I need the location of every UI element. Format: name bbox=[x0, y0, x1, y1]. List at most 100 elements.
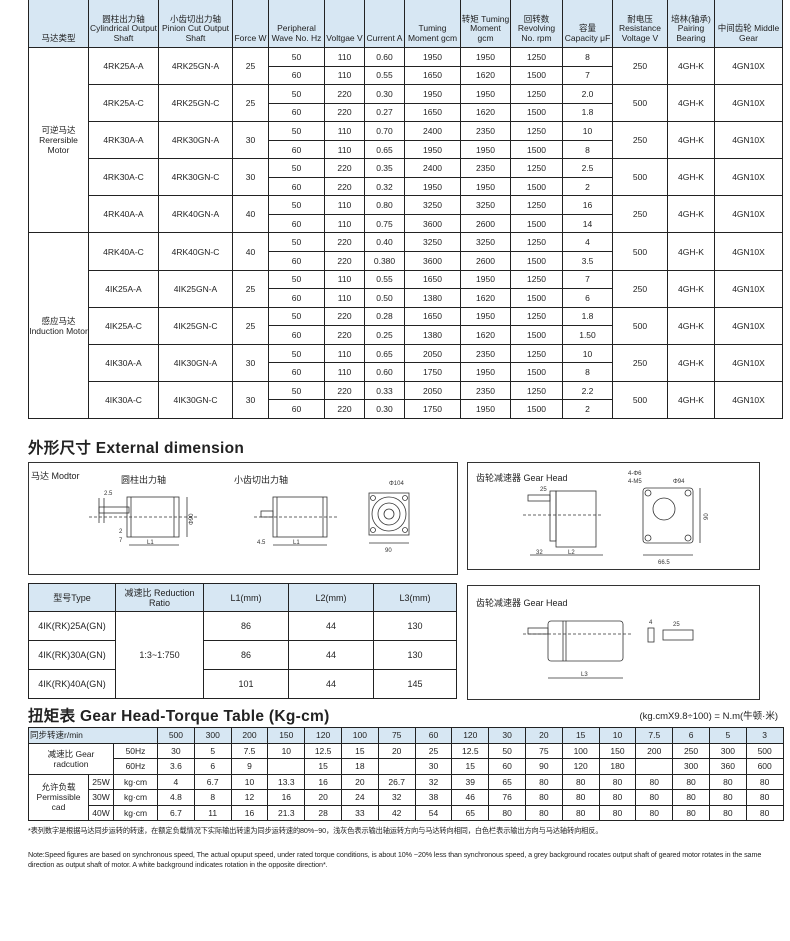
load-row: 30W kg·cm 4.8 8 12 16 20 24 32 38 46 76 80 80 80 80 80 80… bbox=[29, 789, 784, 806]
capacity-cell: 2 bbox=[562, 176, 613, 197]
gearhead-drawing: 32 L2 25 90 66.5 4-Φ6 4-M5 Φ94 bbox=[523, 471, 710, 566]
height-dimension-label: 90 bbox=[704, 513, 710, 520]
rpm-cell: 1250 bbox=[510, 121, 563, 141]
voltage-cell: 110 bbox=[324, 213, 365, 234]
torque-cell: 32 bbox=[377, 789, 416, 806]
current-cell: 0.33 bbox=[364, 380, 405, 401]
col-l3: L3(mm) bbox=[373, 583, 457, 612]
l1-cell: 86 bbox=[203, 640, 289, 670]
column-header: 培林(轴承) Pairing Bearing bbox=[667, 0, 715, 48]
voltage-cell: 220 bbox=[324, 158, 365, 178]
torque-cell: 80 bbox=[708, 804, 747, 821]
voltage-cell: 110 bbox=[324, 288, 365, 308]
ratio-cell: 250 bbox=[672, 742, 710, 759]
gearhead-drawing-box-2: 齿轮减速器 Gear Head L3 4 25 bbox=[467, 585, 760, 700]
torque-cell: 76 bbox=[488, 789, 526, 806]
pinion-model-cell: 4IK30GN-C bbox=[158, 380, 233, 419]
middle-gear-cell: 4GN10X bbox=[714, 84, 783, 123]
load-row: 允许负载 Permissible cad 25W kg·cm 4 6.7 10 13.3 16… bbox=[28, 773, 784, 821]
bearing-cell: 4GH-K bbox=[667, 158, 715, 197]
unit-conversion-note: (kg.cmX9.8÷100) = N.m(牛顿·米) bbox=[639, 711, 778, 722]
rpm-cell: 1250 bbox=[510, 232, 563, 253]
external-dimension-title: 外形尺寸 External dimension bbox=[28, 440, 245, 457]
cylindrical-shaft-label: 圆柱出力轴 bbox=[121, 475, 167, 485]
speed-label: 同步转速r/min bbox=[27, 727, 159, 744]
rpm-cell: 1250 bbox=[510, 343, 563, 364]
torque-cell: 39 bbox=[451, 773, 490, 790]
speed-cell: 60 bbox=[414, 727, 453, 744]
middle-gear-cell: 4GN10X bbox=[714, 306, 783, 345]
bearing-cell: 4GH-K bbox=[667, 46, 715, 86]
ratio-cell: 7.5 bbox=[230, 742, 269, 759]
column-header: 耐电压 Resistance Voltage V bbox=[612, 0, 668, 48]
l1-cell: 86 bbox=[203, 611, 289, 641]
torque-cell: 80 bbox=[635, 804, 674, 821]
gearhead-box-label: 齿轮减速器 Gear Head bbox=[476, 598, 568, 608]
current-cell: 0.380 bbox=[364, 251, 405, 271]
voltage-cell: 220 bbox=[324, 176, 365, 197]
torque-cell: 11 bbox=[193, 804, 232, 821]
capacity-cell: 8 bbox=[562, 362, 613, 382]
dimension-table: 型号Type 减速比 Reduction Ratio L1(mm) L2(mm)… bbox=[28, 583, 457, 699]
resistance-voltage-cell: 500 bbox=[612, 306, 668, 345]
voltage-cell: 220 bbox=[324, 380, 365, 401]
power-cell: 30 bbox=[232, 343, 269, 382]
power-cell: 25 bbox=[232, 46, 269, 86]
column-header: 回转数 Revolving No. rpm bbox=[510, 0, 563, 48]
reduction-label: 减速比 Gear radcution bbox=[28, 742, 114, 775]
l1-cell: 101 bbox=[203, 669, 289, 699]
moment-cell: 1650 bbox=[404, 306, 461, 327]
wattage-cell: 40W bbox=[88, 804, 114, 821]
moment-cell: 1650 bbox=[404, 65, 461, 86]
ratio-cell: 12.5 bbox=[451, 742, 490, 759]
shaft-dimension-label: 4.5 bbox=[257, 540, 266, 546]
l2-cell: 44 bbox=[288, 640, 374, 670]
ratio-cell: 300 bbox=[672, 758, 710, 775]
l2-dimension-label: L2 bbox=[568, 550, 575, 556]
moment-cell: 1380 bbox=[404, 288, 461, 308]
dimension-label-7: 7 bbox=[119, 538, 123, 544]
capacity-cell: 8 bbox=[562, 139, 613, 160]
bearing-cell: 4GH-K bbox=[667, 84, 715, 123]
speed-cell: 75 bbox=[377, 727, 416, 744]
capacity-cell: 3.5 bbox=[562, 251, 613, 271]
capacity-cell: 2 bbox=[562, 399, 613, 419]
motor-box-label: 马达 Modtor bbox=[31, 471, 80, 481]
torque-cell: 80 bbox=[672, 789, 710, 806]
moment-cell: 3250 bbox=[404, 232, 461, 253]
dimension-label: 66.5 bbox=[658, 560, 670, 566]
speed-row: 同步转速r/min 500 300 200 150 120 100 75 60 120 30 20 15… bbox=[27, 727, 784, 744]
torque-cell: 1950 bbox=[460, 47, 511, 67]
ratio-cell: 20 bbox=[377, 742, 416, 759]
capacity-cell: 10 bbox=[562, 343, 613, 364]
pinion-model-cell: 4RK30GN-C bbox=[158, 158, 233, 197]
column-header: 圆柱出力轴 Cylindrical Output Shaft bbox=[88, 0, 159, 48]
wattage-cell: 25W bbox=[88, 773, 114, 790]
moment-cell: 1650 bbox=[404, 269, 461, 290]
current-cell: 0.80 bbox=[364, 195, 405, 215]
middle-gear-cell: 4GN10X bbox=[714, 380, 783, 419]
table-row: 4IK30A-A 4IK30GN-A 30 50 110 0.65 2050 2350 1250… bbox=[29, 343, 783, 382]
resistance-voltage-cell: 250 bbox=[612, 269, 668, 308]
torque-cell: 4 bbox=[157, 773, 195, 790]
speed-cell: 120 bbox=[451, 727, 490, 744]
table-row: 4IK25A-C 4IK25GN-C 25 50 220 0.28 1650 1950 1250… bbox=[29, 306, 783, 345]
capacity-cell: 1.8 bbox=[562, 306, 613, 327]
torque-cell: 1620 bbox=[460, 102, 511, 123]
torque-cell: 8 bbox=[193, 789, 232, 806]
torque-cell: 3250 bbox=[460, 232, 511, 253]
torque-cell: 20 bbox=[341, 773, 379, 790]
torque-cell: 26.7 bbox=[377, 773, 416, 790]
moment-cell: 3600 bbox=[404, 251, 461, 271]
pinion-shaft-label: 小齿切出力轴 bbox=[234, 475, 289, 485]
pinion-model-cell: 4IK30GN-A bbox=[158, 343, 233, 382]
ratio-cell: 6 bbox=[193, 758, 232, 775]
power-cell: 25 bbox=[232, 269, 269, 308]
torque-cell: 2600 bbox=[460, 213, 511, 234]
torque-cell: 80 bbox=[745, 804, 784, 821]
hz-cell: 50 bbox=[268, 158, 325, 178]
ratio-cell: 90 bbox=[524, 758, 563, 775]
flange-diameter-label: Φ104 bbox=[389, 481, 404, 487]
moment-cell: 1750 bbox=[404, 399, 461, 419]
torque-cell: 80 bbox=[561, 773, 600, 790]
